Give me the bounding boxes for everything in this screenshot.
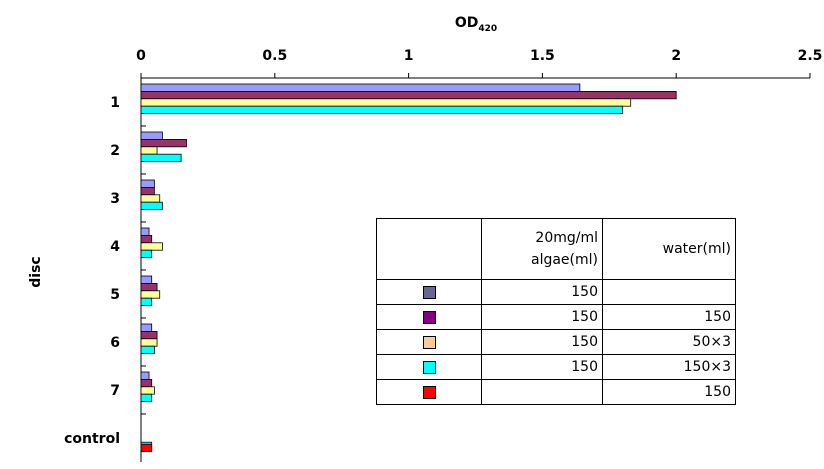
bar — [140, 282, 158, 292]
bar — [140, 378, 153, 388]
bar — [140, 386, 155, 395]
legend-row: 150 150×3 — [376, 354, 736, 380]
category-label: 7 — [110, 383, 120, 399]
bar — [140, 227, 150, 236]
bar — [140, 91, 677, 100]
x-tick-label: 2.5 — [798, 48, 823, 64]
category-label: 1 — [110, 95, 120, 111]
bar — [140, 201, 163, 210]
legend-algae-value: 150 — [481, 354, 603, 380]
legend-header-row: 20mg/ml algae(ml) water(ml) — [376, 218, 736, 280]
legend-swatch — [422, 310, 436, 324]
legend-swatch — [422, 385, 436, 399]
legend-water-value: 150 — [602, 304, 736, 330]
bar — [140, 393, 153, 403]
legend-water-value: 150 — [602, 379, 736, 405]
legend-algae-value — [481, 379, 603, 405]
legend-swatch — [422, 285, 436, 299]
legend-swatch-cell — [376, 279, 482, 305]
bar — [140, 83, 581, 92]
bar — [140, 345, 155, 355]
legend-row: 150 — [376, 379, 736, 405]
bar — [140, 153, 182, 162]
legend-algae-value: 150 — [481, 329, 603, 355]
legend-header-water: water(ml) — [602, 218, 736, 280]
bar — [140, 323, 153, 332]
y-axis-title: disc — [28, 256, 44, 287]
x-tick-label: 1.5 — [530, 48, 555, 64]
chart-labels: 0 0.5 1 1.5 2 2.5 OD420 disc 1 2 3 4 5 6 7 control — [28, 15, 822, 447]
category-label: 5 — [110, 287, 120, 303]
legend-header-algae-line2: algae(ml) — [531, 252, 598, 268]
bar — [140, 338, 158, 347]
legend-header-algae: 20mg/ml algae(ml) — [481, 218, 603, 280]
legend-algae-value: 150 — [481, 304, 603, 330]
legend-swatch — [422, 360, 436, 374]
legend-swatch-cell — [376, 379, 482, 405]
legend-water-value — [602, 279, 736, 305]
category-label: 4 — [110, 239, 120, 255]
legend-swatch-cell — [376, 329, 482, 355]
x-axis-title: OD420 — [455, 15, 497, 34]
legend-swatch-cell — [376, 304, 482, 330]
bar — [140, 234, 153, 244]
legend-row: 150 — [376, 279, 736, 305]
x-tick-label: 1 — [404, 48, 414, 64]
bar — [140, 105, 624, 114]
legend-body: 150 150 150 150 50×3 150 150×3 150 — [376, 279, 736, 405]
bar — [140, 242, 163, 251]
bar — [140, 98, 632, 107]
legend-table: 20mg/ml algae(ml) water(ml) 150 150 150 150… — [376, 218, 736, 405]
category-label: 6 — [110, 335, 120, 351]
legend-header-algae-line1: 20mg/ml — [535, 230, 598, 246]
bar — [140, 186, 155, 196]
legend-swatch-cell — [376, 354, 482, 380]
legend-water-value: 150×3 — [602, 354, 736, 380]
bar — [140, 138, 187, 148]
bar — [140, 371, 150, 380]
x-tick-label: 0.5 — [262, 48, 287, 64]
bar-control — [140, 443, 153, 453]
legend-swatch — [422, 335, 436, 349]
bar — [140, 194, 161, 203]
x-tick-label: 0 — [136, 48, 146, 64]
bar — [140, 146, 158, 155]
category-label: 2 — [110, 143, 120, 159]
bar — [140, 290, 161, 299]
bar — [140, 330, 158, 340]
bar — [140, 249, 153, 258]
bar — [140, 179, 155, 188]
legend-row: 150 150 — [376, 304, 736, 330]
bar — [140, 131, 163, 140]
x-tick-label: 2 — [671, 48, 681, 64]
legend-header-swatch — [376, 218, 482, 280]
bar — [140, 275, 153, 284]
category-label: control — [64, 431, 120, 447]
legend-row: 150 50×3 — [376, 329, 736, 355]
legend-water-value: 50×3 — [602, 329, 736, 355]
category-label: 3 — [110, 191, 120, 207]
chart-bars — [140, 83, 677, 453]
bar — [140, 297, 153, 307]
x-axis-title-subscript: 420 — [478, 24, 497, 34]
legend-algae-value: 150 — [481, 279, 603, 305]
